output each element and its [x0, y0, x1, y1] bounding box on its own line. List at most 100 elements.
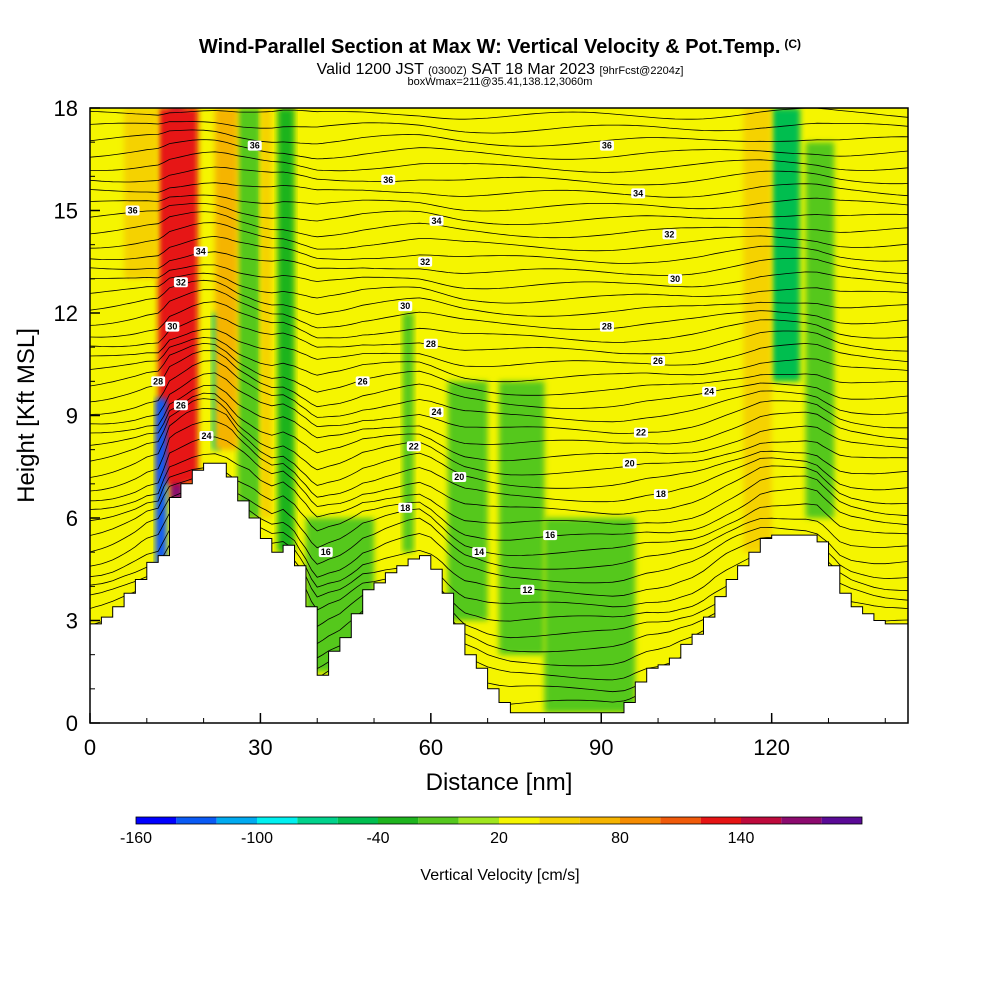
theta-label-text: 30	[670, 274, 680, 284]
colorbar-tick-label: 80	[611, 830, 629, 847]
theta-label-text: 34	[196, 247, 206, 257]
theta-label-text: 26	[176, 400, 186, 410]
colorbar-swatch	[579, 817, 620, 824]
theta-label: 20	[452, 472, 467, 482]
theta-isoline	[90, 398, 908, 476]
theta-label-text: 24	[201, 431, 211, 441]
x-tick-label: 60	[419, 735, 443, 760]
theta-label-text: 18	[400, 503, 410, 513]
theta-isoline	[90, 392, 908, 462]
colorbar-swatch	[337, 817, 378, 824]
theta-isoline	[90, 301, 908, 343]
theta-label-text: 30	[400, 301, 410, 311]
theta-isoline	[90, 108, 908, 120]
theta-label-text: 14	[474, 547, 484, 557]
theta-isoline	[90, 453, 908, 525]
theta-isoline	[90, 139, 908, 160]
theta-isoline	[90, 203, 908, 225]
theta-label-text: 26	[358, 376, 368, 386]
theta-label: 36	[247, 140, 262, 151]
terrain-mask	[90, 462, 908, 723]
y-tick-label: 9	[66, 404, 78, 429]
theta-label: 26	[355, 376, 370, 387]
theta-label: 24	[702, 386, 717, 397]
theta-label: 34	[631, 188, 646, 199]
theta-label: 22	[406, 441, 421, 452]
theta-label-text: 36	[128, 206, 138, 216]
y-axis-title: Height [Kft MSL]	[13, 328, 40, 503]
theta-label: 30	[165, 321, 180, 332]
theta-label-text: 32	[420, 257, 430, 267]
theta-label: 34	[193, 246, 208, 257]
theta-isoline	[90, 384, 908, 445]
theta-label: 12	[520, 584, 535, 595]
theta-label-text: 24	[704, 387, 714, 397]
theta-label: 28	[151, 376, 166, 387]
x-tick-label: 30	[248, 735, 272, 760]
theta-isoline	[90, 151, 908, 173]
theta-label-text: 26	[653, 356, 663, 366]
velocity-valley-sink-g	[447, 381, 488, 621]
theta-label: 18	[653, 489, 668, 500]
colorbar-swatch	[418, 817, 459, 824]
theta-label-text: 28	[153, 376, 163, 386]
colorbar: -160 -100 -40 20 80 140 Vertical Velocity [cm/…	[120, 816, 863, 884]
theta-label-text: 36	[602, 141, 612, 151]
x-axis-title: Distance [nm]	[426, 769, 573, 796]
theta-label-text: 28	[602, 322, 612, 332]
valid-time-utc: (0300Z)	[428, 65, 467, 77]
chart-title-text: Wind-Parallel Section at Max W: Vertical…	[198, 36, 781, 58]
y-tick-label: 15	[54, 199, 78, 224]
velocity-sinking-band-c	[277, 108, 295, 553]
colorbar-swatch	[821, 817, 862, 824]
theta-label-text: 34	[633, 188, 643, 198]
colorbar-title: Vertical Velocity [cm/s]	[420, 867, 579, 884]
theta-isoline	[90, 436, 908, 515]
theta-isoline	[90, 95, 908, 107]
theta-label-text: 28	[426, 339, 436, 349]
colorbar-swatch	[539, 817, 580, 824]
theta-label: 34	[429, 215, 444, 226]
x-tick-label: 90	[589, 735, 613, 760]
theta-label: 16	[543, 530, 558, 541]
theta-isoline	[90, 315, 908, 355]
theta-isoline	[90, 129, 908, 147]
colorbar-swatch	[136, 817, 177, 824]
colorbar-swatch	[176, 817, 217, 824]
plot-area: 36 36 36 36 34 34 34 32 32 32 30 30 30 28 28 28 26 26 26 24…	[90, 95, 908, 723]
theta-label-text: 22	[636, 428, 646, 438]
y-tick-label: 0	[66, 711, 78, 736]
colorbar-swatch	[700, 817, 741, 824]
colorbar-swatch	[499, 817, 540, 824]
theta-isoline	[90, 342, 908, 396]
theta-isoline	[90, 182, 908, 198]
theta-label-text: 12	[522, 585, 532, 595]
colorbar-frame	[135, 816, 863, 825]
theta-isoline	[90, 211, 908, 239]
theta-isoline	[90, 251, 908, 276]
velocity-rising-band-d	[260, 108, 272, 518]
theta-label-text: 32	[664, 229, 674, 239]
colorbar-tick-label: -40	[366, 830, 389, 847]
colorbar-swatch	[620, 817, 661, 824]
theta-label: 18	[398, 502, 413, 513]
theta-label: 22	[634, 427, 649, 438]
chart-subtitle: Valid 1200 JST (0300Z) SAT 18 Mar 2023 […	[0, 61, 1000, 79]
theta-label: 30	[398, 301, 413, 312]
theta-label-text: 22	[409, 441, 419, 451]
theta-label: 14	[472, 547, 487, 558]
valid-date: SAT 18 Mar 2023	[471, 61, 595, 78]
theta-isoline	[90, 372, 908, 435]
theta-label: 32	[662, 229, 677, 240]
theta-isoline	[90, 272, 908, 304]
y-tick-label: 6	[66, 506, 78, 531]
valid-time: Valid 1200 JST	[316, 61, 424, 78]
theta-label: 24	[199, 431, 214, 441]
colorbar-tick-label: -160	[120, 830, 152, 847]
colorbar-tick-label: 20	[490, 830, 508, 847]
velocity-downdraft-core	[155, 398, 167, 570]
theta-label: 16	[318, 547, 333, 558]
theta-label-text: 16	[321, 547, 331, 557]
theta-label: 36	[381, 174, 396, 185]
